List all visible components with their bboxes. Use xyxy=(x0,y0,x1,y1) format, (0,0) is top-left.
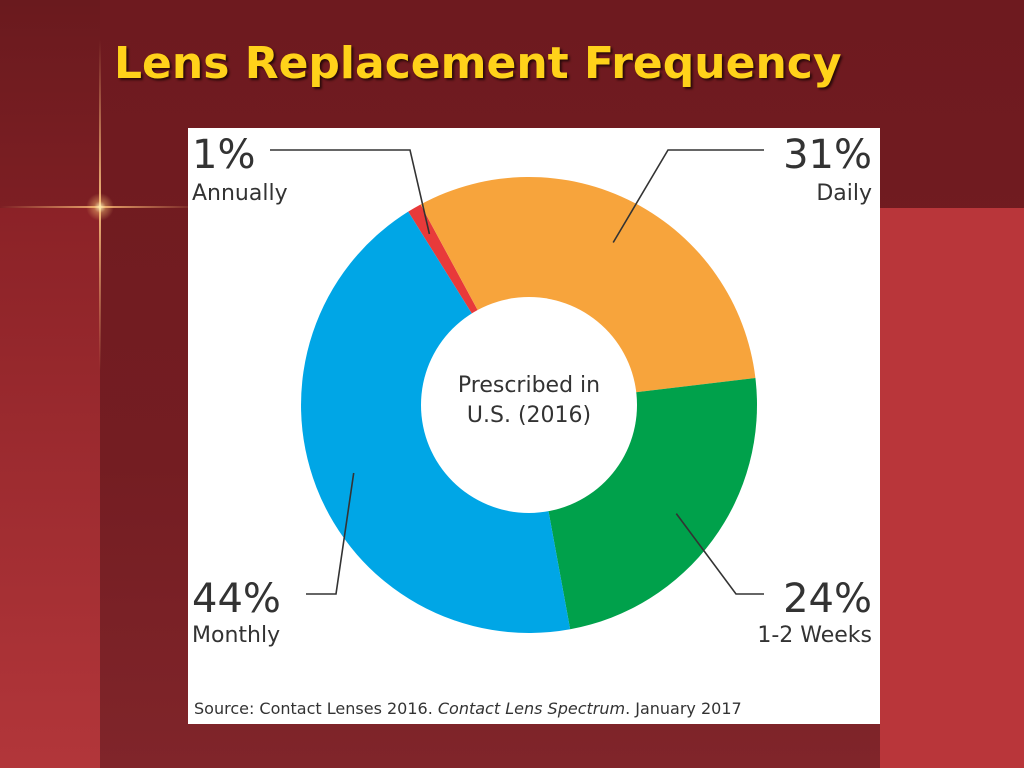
center-label-line-1: Prescribed in xyxy=(458,373,600,398)
source-italic: Contact Lens Spectrum xyxy=(437,699,626,718)
value-label-1-2-weeks: 24% xyxy=(783,576,872,622)
sparkle-icon xyxy=(86,193,114,221)
leader-line-annually xyxy=(270,149,431,235)
category-label-daily: Daily xyxy=(816,181,872,206)
page-title: Lens Replacement Frequency xyxy=(114,38,842,89)
chart-panel: 1% Annually 31% Daily 24% 1-2 Weeks 44% Monthly… xyxy=(188,128,880,724)
source-suffix: . January 2017 xyxy=(625,699,742,718)
background-right-band xyxy=(880,208,1024,768)
value-label-annually: 1% xyxy=(192,132,255,178)
source-note: Source: Contact Lenses 2016. Contact Len… xyxy=(194,699,742,718)
value-label-daily: 31% xyxy=(783,132,872,178)
leader-line-1-2-weeks xyxy=(675,513,764,595)
value-label-monthly: 44% xyxy=(192,576,281,622)
donut-hole xyxy=(421,297,637,513)
background-bottom-left xyxy=(0,208,100,768)
leader-line-daily xyxy=(612,149,764,243)
category-label-1-2-weeks: 1-2 Weeks xyxy=(757,623,872,648)
leader-line-monthly xyxy=(306,472,355,595)
category-label-annually: Annually xyxy=(192,181,288,206)
center-label-line-2: U.S. (2016) xyxy=(467,403,591,428)
category-label-monthly: Monthly xyxy=(192,623,280,648)
source-prefix: Source: Contact Lenses 2016. xyxy=(194,699,438,718)
donut-chart: 1% Annually 31% Daily 24%1-2 Weeks 44%Monthly… xyxy=(192,132,872,648)
